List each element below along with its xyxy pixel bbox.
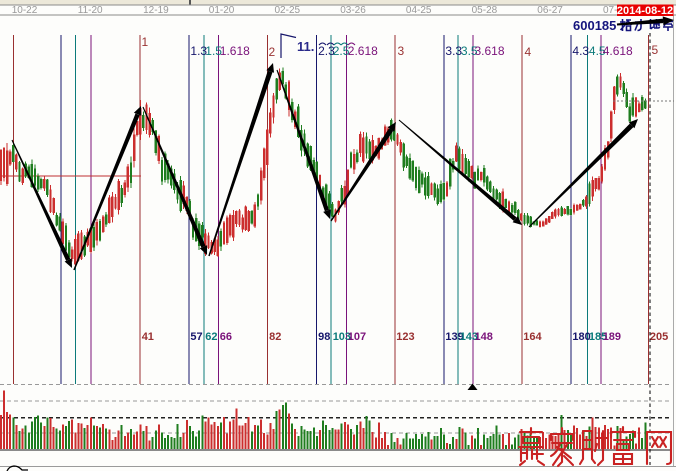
svg-text:3: 3 — [398, 44, 405, 58]
svg-text:143: 143 — [460, 331, 478, 343]
svg-text:82: 82 — [269, 331, 281, 343]
svg-text:2014-08-12: 2014-08-12 — [617, 5, 673, 17]
svg-text:03-26: 03-26 — [340, 5, 366, 16]
svg-text:205: 205 — [650, 331, 668, 343]
svg-text:1.3: 1.3 — [190, 44, 207, 58]
svg-text:4.3: 4.3 — [572, 44, 589, 58]
svg-text:66: 66 — [220, 331, 232, 343]
svg-text:148: 148 — [475, 331, 493, 343]
svg-text:04-25: 04-25 — [406, 5, 432, 16]
svg-text:2.3: 2.3 — [318, 44, 335, 58]
svg-text:107: 107 — [348, 331, 366, 343]
svg-text:189: 189 — [603, 331, 621, 343]
svg-text:07-28: 07-28 — [603, 5, 629, 16]
svg-text:5: 5 — [652, 43, 659, 57]
svg-text:11.: 11. — [297, 39, 314, 54]
svg-text:4: 4 — [525, 45, 532, 59]
svg-text:11-20: 11-20 — [78, 5, 103, 16]
svg-text:2.5: 2.5 — [333, 44, 350, 58]
svg-text:57: 57 — [190, 331, 202, 343]
svg-text:4.5: 4.5 — [589, 44, 606, 58]
svg-text:01-20: 01-20 — [209, 5, 235, 16]
svg-text:12-19: 12-19 — [143, 5, 169, 16]
svg-text:3.5: 3.5 — [461, 44, 478, 58]
svg-text:1: 1 — [142, 35, 149, 49]
svg-text:1.618: 1.618 — [220, 44, 250, 58]
svg-text:10-22: 10-22 — [12, 5, 38, 16]
svg-text:2.618: 2.618 — [348, 44, 378, 58]
svg-text:185: 185 — [589, 331, 607, 343]
svg-text:164: 164 — [523, 331, 542, 343]
svg-text:62: 62 — [205, 331, 217, 343]
svg-text:41: 41 — [142, 331, 154, 343]
svg-text:600185: 600185 — [573, 18, 616, 33]
svg-text:2: 2 — [269, 45, 276, 59]
svg-text:98: 98 — [318, 331, 330, 343]
svg-text:3.618: 3.618 — [475, 44, 505, 58]
svg-text:05-28: 05-28 — [472, 5, 498, 16]
svg-text:103: 103 — [333, 331, 351, 343]
svg-text:139: 139 — [445, 331, 463, 343]
svg-text:4.618: 4.618 — [603, 44, 633, 58]
svg-text:06-27: 06-27 — [537, 5, 563, 16]
svg-text:1.5: 1.5 — [205, 44, 222, 58]
svg-text:180: 180 — [572, 331, 590, 343]
svg-text:02-25: 02-25 — [275, 5, 301, 16]
svg-text:123: 123 — [396, 331, 414, 343]
svg-text:3.3: 3.3 — [445, 44, 462, 58]
